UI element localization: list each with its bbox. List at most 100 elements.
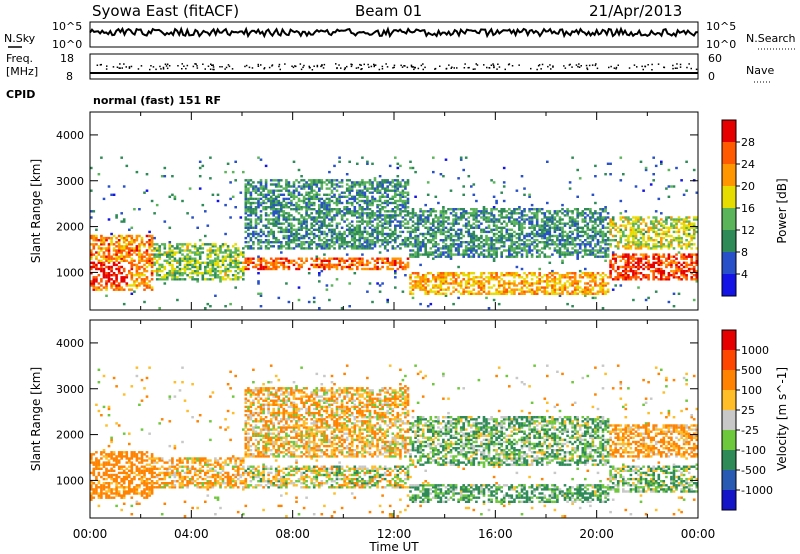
data-cell	[447, 274, 450, 277]
data-cell	[482, 284, 486, 287]
data-cell	[252, 208, 255, 211]
data-cell	[295, 239, 298, 242]
data-cell	[654, 239, 658, 242]
data-cell	[378, 290, 382, 293]
data-cell	[619, 212, 623, 215]
data-cell	[548, 247, 552, 250]
data-cell	[601, 307, 605, 310]
data-cell	[102, 274, 106, 277]
data-cell	[345, 208, 349, 211]
data-cell	[508, 216, 511, 219]
data-cell	[102, 243, 106, 246]
data-cell	[376, 210, 379, 213]
data-cell	[462, 216, 465, 219]
data-cell	[282, 210, 286, 213]
data-cell	[135, 284, 139, 287]
nave-point	[195, 63, 197, 65]
data-cell	[538, 253, 541, 256]
data-cell	[267, 241, 270, 244]
data-cell	[624, 228, 628, 231]
data-cell	[214, 272, 217, 275]
data-cell	[386, 216, 389, 219]
data-cell	[105, 257, 108, 260]
data-cell	[318, 187, 321, 190]
data-cell	[249, 203, 253, 207]
data-cell	[662, 230, 666, 234]
data-cell	[340, 185, 344, 188]
data-cell	[345, 241, 349, 244]
data-cell	[599, 247, 602, 250]
data-cell	[589, 210, 592, 213]
data-cell	[573, 224, 577, 227]
data-cell	[219, 269, 222, 273]
data-cell	[475, 282, 478, 285]
data-cell	[107, 253, 111, 256]
data-cell	[654, 220, 658, 223]
data-cell	[229, 181, 232, 184]
data-cell	[421, 224, 425, 227]
data-cell	[302, 241, 306, 244]
data-cell	[394, 195, 397, 198]
data-cell	[153, 269, 156, 273]
data-cell	[510, 292, 514, 295]
data-cell	[470, 272, 473, 275]
data-cell	[647, 261, 650, 264]
data-cell	[525, 280, 529, 283]
nave-point	[344, 67, 346, 69]
data-cell	[644, 261, 648, 264]
data-cell	[140, 257, 144, 260]
data-cell	[348, 210, 351, 213]
data-cell	[343, 243, 346, 246]
data-cell	[361, 195, 364, 198]
nave-point	[672, 67, 674, 70]
data-cell	[328, 267, 331, 271]
data-cell	[376, 216, 379, 219]
data-cell	[571, 247, 574, 250]
data-cell	[419, 210, 422, 213]
data-cell	[627, 259, 630, 262]
data-cell	[409, 253, 412, 256]
data-cell	[92, 234, 96, 238]
data-cell	[371, 185, 374, 188]
data-cell	[553, 234, 557, 238]
data-cell	[206, 272, 210, 275]
data-cell	[434, 220, 438, 223]
data-cell	[520, 253, 524, 256]
data-cell	[371, 197, 374, 201]
data-cell	[300, 214, 303, 217]
data-cell	[117, 282, 121, 285]
data-cell	[394, 199, 397, 203]
data-cell	[363, 226, 367, 229]
data-cell	[459, 230, 463, 234]
data-cell	[323, 257, 326, 260]
data-cell	[409, 276, 412, 279]
data-cell	[305, 193, 308, 196]
data-cell	[300, 265, 303, 269]
data-cell	[619, 228, 623, 231]
data-cell	[513, 255, 516, 258]
data-cell	[112, 280, 116, 283]
data-cell	[530, 220, 534, 223]
data-cell	[553, 282, 557, 285]
data-cell	[188, 267, 192, 271]
data-cell	[394, 276, 397, 279]
data-cell	[584, 224, 587, 227]
data-cell	[305, 185, 308, 188]
data-cell	[604, 239, 607, 242]
data-cell	[292, 197, 296, 201]
data-cell	[285, 282, 288, 285]
data-cell	[513, 212, 516, 215]
nave-point	[467, 67, 469, 69]
data-cell	[138, 261, 141, 264]
data-cell	[366, 247, 369, 250]
data-cell	[510, 239, 514, 242]
data-cell	[558, 226, 562, 229]
data-cell	[530, 288, 534, 291]
data-cell	[348, 197, 351, 201]
data-cell	[421, 278, 425, 281]
data-cell	[642, 276, 645, 279]
data-cell	[480, 228, 483, 231]
data-cell	[497, 290, 501, 293]
data-cell	[647, 236, 650, 240]
data-cell	[558, 210, 562, 213]
